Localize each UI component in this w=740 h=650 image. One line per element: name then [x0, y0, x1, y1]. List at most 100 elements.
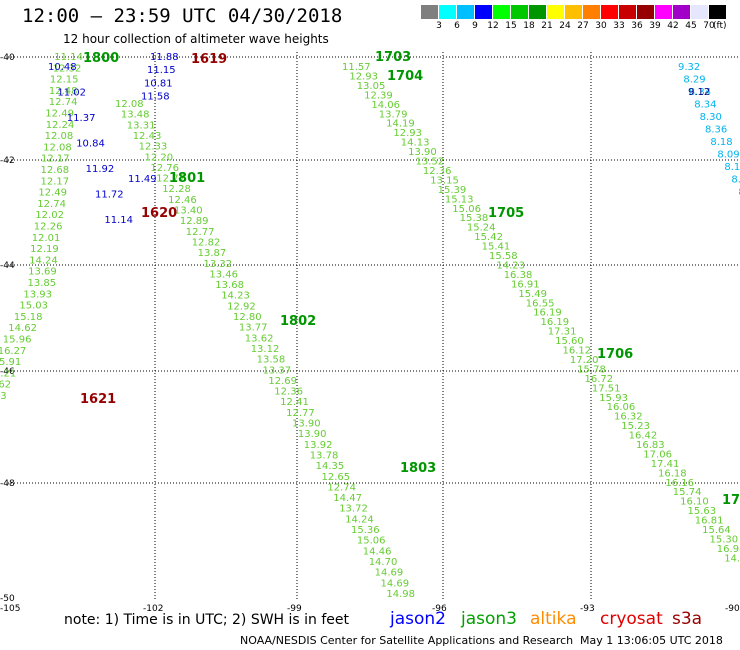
wave-height-value: 13.68	[215, 280, 244, 291]
wave-height-value: 13.05	[357, 81, 386, 92]
scale-swatch	[529, 5, 546, 19]
scale-swatch	[511, 5, 528, 19]
wave-height-value: 15.42	[474, 232, 503, 243]
wave-height-value: 12.26	[34, 222, 63, 233]
credit-text: NOAA/NESDIS Center for Satellite Applica…	[240, 634, 574, 647]
wave-height-value: 11.58	[141, 92, 170, 103]
wave-height-value: 12.08	[43, 142, 72, 153]
wave-height-value: 12.74	[37, 199, 66, 210]
wave-height-value: 12.17	[41, 176, 70, 187]
lat-label: -42	[0, 156, 15, 166]
track-labels: 1800 1619 1703 1704 1801 1620 1705 1802 …	[80, 50, 740, 508]
wave-height-value: 13.93	[23, 289, 52, 300]
wave-height-value: 16.72	[585, 374, 614, 385]
satellite-legend-altika: altika	[530, 609, 577, 629]
wave-height-value: 15.38	[460, 213, 489, 224]
wave-height-value: 12.36	[274, 387, 303, 398]
lon-label: -96	[432, 604, 447, 614]
wave-height-value: 14.9	[724, 553, 740, 564]
wave-height-value: 9.32	[678, 62, 700, 73]
track-label-1620: 1620	[141, 206, 177, 221]
wave-height-value: 13.32	[204, 259, 233, 270]
wave-height-value: 16.19	[533, 308, 562, 319]
track-label-1802: 1802	[280, 314, 316, 329]
wave-height-value: 11.49	[128, 174, 157, 185]
wave-height-value: 13.72	[339, 504, 368, 515]
scale-swatch	[547, 5, 564, 19]
scale-label: 33	[613, 21, 625, 31]
scale-swatch	[601, 5, 618, 19]
wave-height-value: 13.77	[239, 323, 268, 334]
wave-height-value: 12.08	[115, 99, 144, 110]
wave-height-value: 17.06	[643, 449, 672, 460]
lat-label: -48	[0, 479, 15, 489]
wave-height-value: 16.81	[695, 516, 724, 527]
lat-label: -50	[0, 594, 15, 604]
wave-height-value: 12.76	[150, 163, 179, 174]
wave-height-value: 16.19	[541, 317, 570, 328]
wave-height-value: 12.19	[30, 244, 59, 255]
wave-height-value: 11.02	[57, 88, 86, 99]
track-label-1801: 1801	[169, 171, 205, 186]
lon-label: -90	[725, 604, 740, 614]
wave-height-value: 12.08	[45, 131, 74, 142]
wave-height-value: 12.46	[168, 195, 197, 206]
wave-height-value: 16.38	[504, 270, 533, 281]
wave-height-value: 12.89	[180, 216, 209, 227]
wave-height-value: 15.39	[438, 185, 467, 196]
page-title: 12:00 – 23:59 UTC 04/30/2018	[22, 5, 343, 27]
scale-swatch	[565, 5, 582, 19]
wave-height-value: 13.12	[251, 344, 280, 355]
wave-height-value: 14.24	[29, 255, 58, 266]
note-text: note: 1) Time is in UTC; 2) SWH is in fe…	[64, 612, 350, 628]
scale-swatch	[475, 5, 492, 19]
wave-height-value: 15.49	[518, 289, 547, 300]
lon-label: -102	[143, 604, 163, 614]
wave-height-value: 12.77	[286, 408, 315, 419]
wave-height-value: 12.82	[192, 238, 221, 249]
satellite-legend-jason3: jason3	[461, 609, 517, 629]
wave-height-value: 15.93	[0, 391, 7, 402]
wave-height-value: 15.93	[599, 393, 628, 404]
wave-height-value: 15.03	[19, 301, 48, 312]
wave-height-value: 13.79	[379, 109, 408, 120]
scale-label: 6	[454, 21, 460, 31]
wave-height-value: 14.69	[375, 568, 404, 579]
track-label-1706: 1706	[597, 347, 633, 362]
wave-height-value: 14.47	[333, 493, 362, 504]
wave-height-value: 10.84	[76, 139, 105, 150]
wave-height-value: 16.16	[665, 478, 694, 489]
wave-height-value: 11.92	[86, 164, 115, 175]
scale-label: 12	[487, 21, 499, 31]
scale-swatch	[421, 5, 438, 19]
wave-height-value: 8.18	[710, 137, 732, 148]
track-label-1705: 1705	[488, 206, 524, 221]
wave-height-value: 11.57	[342, 62, 371, 73]
wave-height-value: 14.23	[496, 260, 525, 271]
lon-label: -99	[287, 604, 302, 614]
scale-label: 21	[541, 21, 553, 31]
wave-height-value: 8.34	[694, 100, 716, 111]
wave-height-value: 14.23	[221, 291, 250, 302]
wave-height-value: 12.49	[38, 188, 67, 199]
wave-height-value: 12.20	[145, 152, 174, 163]
wave-height-value: 12.65	[322, 472, 351, 483]
wave-height-value: 13.92	[304, 440, 333, 451]
wave-height-value: 12.36	[423, 166, 452, 177]
wave-height-value: 13.52	[416, 157, 445, 168]
wave-height-value: 12.24	[46, 120, 75, 131]
wave-height-value: 15.63	[688, 506, 717, 517]
wave-height-value: 12.02	[35, 210, 64, 221]
wave-height-value: 12.01	[32, 233, 61, 244]
wave-height-value: 16.18	[658, 468, 687, 479]
wave-height-value: 13.87	[198, 248, 227, 259]
wave-height-value: 12.33	[139, 142, 168, 153]
track-label-170: 170	[722, 493, 740, 508]
wave-height-value: 13.31	[127, 120, 156, 131]
wave-height-value: 15.91	[0, 357, 21, 368]
wave-height-value: 12.93	[349, 72, 378, 83]
wave-height-value: 16.83	[636, 440, 665, 451]
scale-label: 15	[505, 21, 517, 31]
wave-height-value: 14.35	[316, 461, 345, 472]
scale-label: 39	[649, 21, 661, 31]
